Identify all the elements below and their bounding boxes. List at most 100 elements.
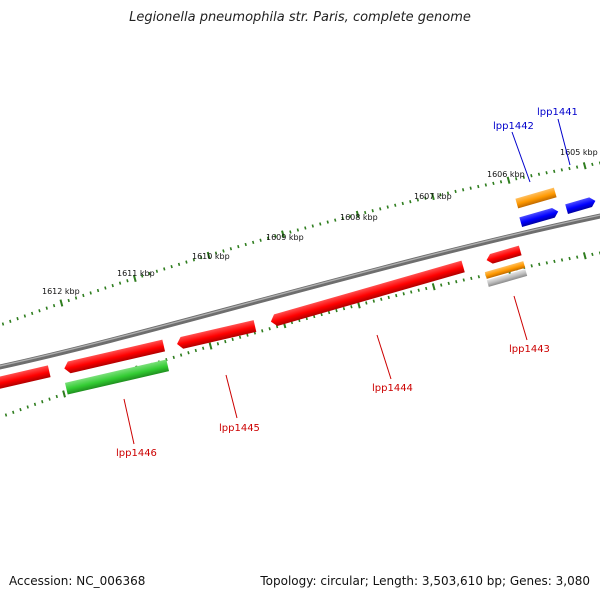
gene-lpp1443-orange[interactable] [484,261,526,279]
gene-label-lpp1444: lpp1444 [372,383,413,394]
outer-scale-minor-tick [237,244,240,249]
inner-scale-minor-tick [365,301,368,305]
outer-scale-minor-tick [386,205,389,209]
inner-scale-minor-tick [19,407,22,412]
genome-summary: Topology: circular; Length: 3,503,610 bp… [260,574,590,588]
outer-scale-minor-tick [9,319,12,323]
outer-scale-minor-tick [38,309,41,313]
outer-scale-minor-tick [200,255,203,260]
genome-backbone [0,213,600,370]
inner-scale-minor-tick [417,288,420,292]
outer-scale-minor-tick [439,193,442,197]
outer-scale-minor-tick [170,264,173,269]
outer-scale-minor-tick [1,322,5,326]
inner-scale-minor-tick [261,329,264,333]
inner-scale-minor-tick [48,397,51,401]
outer-scale-major-tick [431,192,435,201]
outer-scale-minor-tick [140,274,144,278]
outer-scale-minor-tick [364,210,367,215]
inner-scale-major-tick [431,283,436,291]
gene-lpp1443-gray[interactable] [486,269,528,287]
inner-scale-major-tick [208,342,213,350]
inner-scale-minor-tick [275,324,279,329]
outer-scale-minor-tick [126,279,129,283]
outer-scale-minor-tick [319,222,322,226]
outer-scale-minor-tick [214,251,218,255]
gene-label-lpp1443: lpp1443 [509,344,550,355]
scale-label-1612: 1612 kbp [42,287,80,296]
outer-scale-minor-tick [185,260,188,264]
outer-scale-minor-tick [111,283,114,288]
inner-scale-minor-tick [268,327,271,331]
outer-scale-minor-tick [461,188,465,192]
inner-scale-minor-tick [553,259,556,264]
inner-scale-minor-tick [320,312,323,317]
outer-scale-minor-tick [568,166,571,171]
inner-scale-minor-tick [462,278,465,282]
outer-scale-minor-tick [311,224,314,228]
inner-scale-minor-tick [313,314,316,319]
inner-scale-minor-tick [560,258,564,262]
outer-scale-minor-tick [148,271,151,276]
gene-lpp1443-red[interactable] [485,245,522,265]
inner-scale-minor-tick [165,358,168,362]
outer-scale-minor-tick [266,236,270,240]
gene-label-lpp1442: lpp1442 [493,121,534,132]
inner-scale-minor-tick [202,346,205,350]
inner-scale-minor-tick [187,351,190,355]
inner-scale-minor-tick [33,402,37,406]
outer-scale-minor-tick [222,249,225,253]
gene-lpp1445[interactable] [176,320,257,350]
inner-scale-minor-tick [568,256,571,261]
outer-scale-minor-tick [23,314,27,318]
outer-scale-minor-tick [52,303,56,308]
inner-scale-minor-tick [26,405,29,409]
outer-scale-minor-tick [304,226,307,230]
outer-scale-minor-tick [371,209,374,213]
scale-label-1610: 1610 kbp [192,252,230,261]
inner-scale-minor-tick [216,342,220,346]
outer-scale-minor-tick [163,267,166,271]
inner-scale-minor-tick [335,308,338,313]
outer-scale-minor-tick [522,175,525,179]
inner-scale-major-tick [62,390,66,398]
outer-scale-minor-tick [409,200,412,204]
gene-lpp1444[interactable] [269,260,465,328]
gene-left-edge[interactable] [0,365,51,392]
leader-lpp1442 [511,131,531,183]
outer-scale-minor-tick [192,258,195,262]
outer-scale-minor-tick [229,247,233,251]
leader-lpp1444 [376,334,392,380]
inner-scale-minor-tick [55,394,58,399]
outer-scale-minor-tick [560,168,563,172]
inner-scale-minor-tick [231,337,234,342]
gene-lpp1441[interactable] [565,196,597,214]
outer-scale-minor-tick [341,216,344,220]
scale-label-1611: 1611 kbp [117,269,155,278]
outer-scale-minor-tick [469,186,472,190]
outer-scale-minor-tick [553,169,556,173]
outer-scale-minor-tick [454,189,457,194]
gene-label-lpp1441: lpp1441 [537,107,578,118]
outer-scale-minor-tick [104,286,107,290]
inner-scale-minor-tick [194,348,197,353]
inner-scale-minor-tick [591,252,594,257]
outer-scale-minor-tick [16,317,19,321]
outer-scale-minor-tick [349,214,352,218]
gene-lpp1442-blue[interactable] [519,207,559,228]
inner-scale-minor-tick [477,275,481,279]
gene-lpp1446[interactable] [64,359,170,395]
inner-scale-minor-tick [238,335,242,339]
inner-scale-minor-tick [538,262,541,266]
outer-scale-minor-tick [177,262,181,267]
outer-scale-minor-tick [394,203,397,207]
gene-label-lpp1446: lpp1446 [116,448,157,459]
inner-scale-minor-tick [402,292,405,296]
accession-label: Accession: NC_006368 [9,574,146,588]
gene-lpp1446-red[interactable] [63,339,166,375]
outer-scale-minor-tick [492,181,495,186]
inner-scale-minor-tick [425,286,428,291]
gene-lpp1442[interactable] [515,187,557,209]
outer-scale-major-tick [132,274,137,282]
